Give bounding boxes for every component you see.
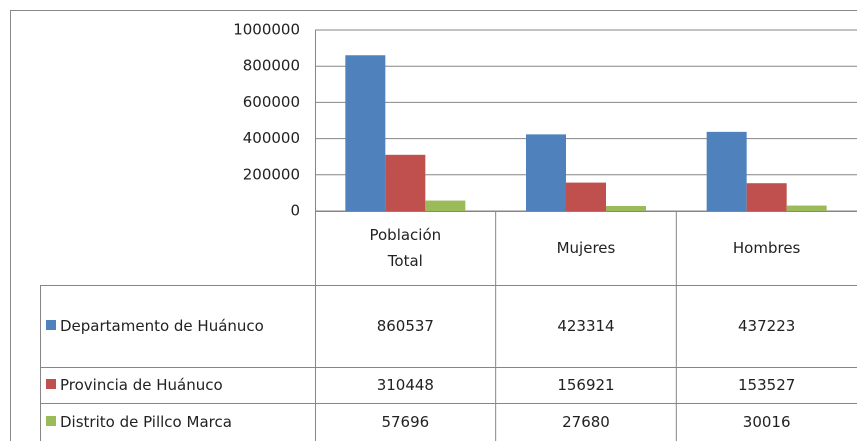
table-header-cell: Hombres [676,211,857,285]
series-name: Distrito de Pillco Marca [60,413,232,431]
bar [566,182,606,211]
legend-cell: Departamento de Huánuco [40,285,315,367]
table-value: 437223 [738,317,796,335]
y-tick-label: 800000 [243,57,300,75]
y-tick-label: 600000 [243,93,300,111]
table-value: 860537 [376,317,434,335]
category-label: Población Total [369,226,442,270]
y-tick-label: 1000000 [233,21,300,39]
table-value: 30016 [742,413,791,431]
table-value: 156921 [557,376,615,394]
bar [746,183,787,211]
bar [606,205,646,211]
table-header-cell: Población Total [315,211,496,285]
bar [425,200,466,211]
y-tick-label: 400000 [243,129,300,147]
bar [786,205,827,211]
category-label: Hombres [732,239,801,257]
bar [345,55,386,212]
bar [385,154,426,211]
legend-key [46,416,56,426]
series-name: Departamento de Huánuco [60,317,264,335]
y-tick-label: 0 [290,202,300,220]
table-value: 27680 [562,413,610,431]
bar [526,134,566,211]
y-tick-label: 200000 [243,165,300,183]
legend-cell: Distrito de Pillco Marca [40,403,315,441]
table-value: 57696 [381,413,430,431]
legend-key [46,320,56,330]
series-name: Provincia de Huánuco [60,376,223,394]
table-value: 153527 [738,376,796,394]
legend-entry: Departamento de Huánuco [46,313,264,339]
table-value: 310448 [376,376,434,394]
bar [706,131,747,211]
legend-key [46,379,56,389]
chart-border [10,10,857,441]
legend-entry: Provincia de Huánuco [46,372,223,398]
table-header-cell: Mujeres [496,211,677,285]
table-value: 423314 [557,317,615,335]
legend-entry: Distrito de Pillco Marca [46,409,232,435]
category-label: Mujeres [556,239,616,257]
legend-cell: Provincia de Huánuco [40,367,315,403]
